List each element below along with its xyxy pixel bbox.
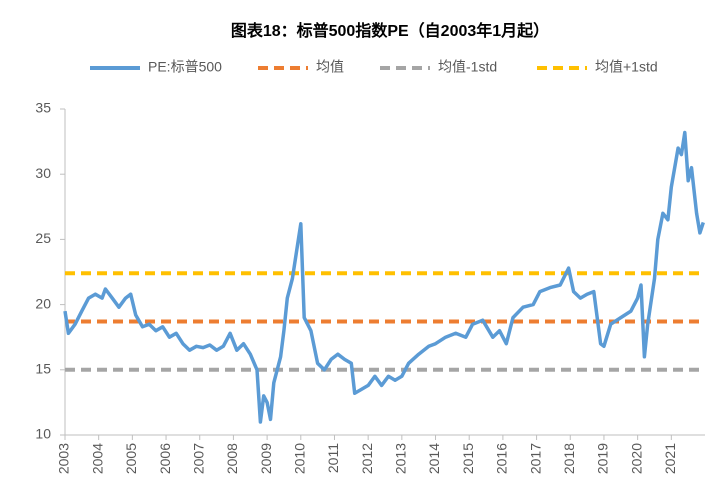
y-tick-label: 30: [35, 165, 51, 181]
x-tick-label: 2017: [527, 443, 543, 474]
x-tick-label: 2019: [595, 443, 611, 474]
x-tick-label: 2003: [56, 443, 72, 474]
legend-label: 均值-1std: [438, 59, 497, 75]
legend-label: 均值+1std: [595, 59, 658, 75]
x-tick-label: 2012: [359, 443, 375, 474]
legend-label: PE:标普500: [148, 59, 222, 75]
x-tick-label: 2009: [258, 443, 274, 474]
x-tick-label: 2015: [460, 443, 476, 474]
y-tick-label: 20: [35, 295, 51, 311]
x-tick-label: 2006: [157, 443, 173, 474]
x-tick-label: 2005: [123, 443, 139, 474]
x-tick-label: 2013: [393, 443, 409, 474]
x-tick-label: 2007: [190, 443, 206, 474]
chart-title: 图表18：标普500指数PE（自2003年1月起）: [231, 21, 549, 40]
data-line: [63, 130, 705, 424]
y-tick-label: 25: [35, 230, 51, 246]
x-tick-label: 2014: [426, 443, 442, 474]
x-tick-label: 2016: [494, 443, 510, 474]
x-tick-label: 2021: [662, 443, 678, 474]
x-tick-label: 2020: [628, 443, 644, 474]
y-tick-label: 10: [35, 426, 51, 442]
y-tick-label: 35: [35, 100, 51, 116]
x-tick-label: 2018: [561, 443, 577, 474]
x-tick-label: 2010: [291, 443, 307, 474]
legend-label: 均值: [316, 59, 344, 75]
x-tick-label: 2011: [325, 443, 341, 473]
x-tick-label: 2008: [224, 443, 240, 474]
y-tick-label: 15: [35, 361, 51, 377]
x-tick-label: 2004: [89, 443, 105, 474]
